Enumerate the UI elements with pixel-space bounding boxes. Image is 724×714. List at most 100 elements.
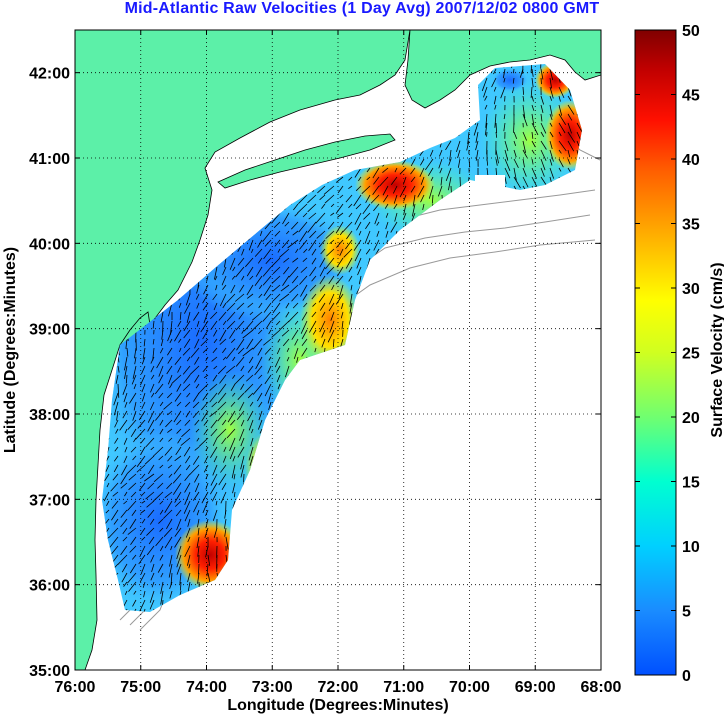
- velocity-arrow: [185, 527, 191, 538]
- velocity-arrow: [177, 437, 182, 444]
- velocity-arrow: [549, 167, 555, 179]
- velocity-arrow: [522, 113, 528, 127]
- velocity-arrow: [319, 221, 326, 227]
- velocity-arrow: [169, 590, 173, 599]
- velocity-arrow: [237, 392, 245, 400]
- velocity-arrow: [133, 401, 137, 411]
- velocity-arrow: [187, 554, 191, 566]
- y-axis: 35:00 36:00 37:00 38:00 39:00 40:00 41:00 42:00: [29, 66, 601, 680]
- velocity-arrow: [440, 176, 443, 186]
- velocity-arrow: [232, 356, 236, 362]
- velocity-arrow: [289, 284, 299, 294]
- velocity-arrow: [196, 536, 200, 549]
- velocity-arrow: [124, 491, 128, 497]
- velocity-arrow: [335, 275, 344, 285]
- x-tick-label: 68:00: [581, 679, 622, 696]
- velocity-arrow: [240, 437, 245, 447]
- velocity-arrow: [128, 482, 137, 491]
- velocity-arrow: [271, 275, 281, 284]
- velocity-arrow: [549, 140, 553, 150]
- velocity-arrow: [540, 113, 543, 122]
- velocity-arrow: [182, 383, 191, 392]
- velocity-arrow: [140, 446, 146, 455]
- velocity-arrow: [174, 491, 182, 503]
- velocity-arrow: [202, 293, 209, 304]
- velocity-arrow: [419, 167, 425, 178]
- colorbar-label: Surface Velocity (cm/s): [709, 262, 724, 437]
- velocity-arrow: [150, 572, 155, 581]
- velocity-arrow: [274, 239, 281, 247]
- velocity-arrow: [530, 64, 533, 73]
- velocity-arrow: [311, 293, 317, 300]
- velocity-arrow: [390, 176, 398, 186]
- velocity-arrow: [146, 500, 155, 508]
- velocity-arrow: [403, 194, 407, 202]
- velocity-arrow: [309, 284, 317, 292]
- velocity-arrow: [549, 122, 553, 127]
- velocity-arrow: [214, 275, 218, 281]
- velocity-arrow: [237, 257, 245, 266]
- y-tick-label: 35:00: [29, 663, 70, 680]
- velocity-arrow: [531, 68, 534, 77]
- velocity-arrow: [317, 185, 326, 194]
- velocity-arrow: [155, 536, 164, 547]
- velocity-arrow: [311, 248, 317, 256]
- velocity-arrow: [171, 374, 182, 384]
- velocity-arrow: [372, 185, 380, 195]
- velocity-arrow: [449, 149, 452, 161]
- velocity-arrow: [136, 455, 146, 468]
- velocity-arrow: [271, 329, 281, 338]
- colorbar-tick-label: 15: [682, 475, 700, 492]
- velocity-arrow: [356, 257, 362, 269]
- velocity-arrow: [531, 167, 537, 179]
- velocity-arrow: [394, 167, 398, 173]
- velocity-arrow: [531, 149, 535, 154]
- velocity-arrow: [549, 149, 554, 162]
- velocity-arrow: [197, 383, 209, 395]
- velocity-arrow: [299, 239, 308, 250]
- velocity-arrow: [213, 302, 218, 311]
- velocity-arrow: [504, 167, 511, 179]
- velocity-arrow: [258, 374, 263, 379]
- velocity-arrow: [176, 518, 182, 531]
- velocity-arrow: [148, 536, 155, 545]
- velocity-arrow: [205, 509, 209, 517]
- velocity-arrow: [159, 545, 164, 552]
- velocity-arrow: [139, 545, 146, 558]
- velocity-arrow: [294, 320, 299, 325]
- velocity-arrow: [531, 158, 534, 165]
- velocity-arrow: [513, 131, 518, 140]
- velocity-arrow: [180, 581, 182, 591]
- velocity-arrow: [127, 527, 137, 535]
- velocity-arrow: [196, 284, 200, 294]
- velocity-arrow: [319, 257, 326, 268]
- velocity-arrow: [106, 500, 110, 507]
- velocity-arrow: [294, 212, 299, 217]
- velocity-arrow: [129, 563, 137, 574]
- velocity-arrow: [335, 293, 344, 305]
- velocity-arrow: [403, 203, 407, 215]
- velocity-arrow: [410, 176, 416, 183]
- velocity-arrow: [121, 563, 128, 573]
- velocity-arrow: [212, 293, 218, 301]
- velocity-arrow: [182, 347, 191, 356]
- velocity-arrow: [348, 185, 353, 190]
- velocity-arrow: [186, 311, 191, 324]
- x-tick-label: 69:00: [515, 679, 556, 696]
- velocity-arrow: [367, 239, 371, 245]
- velocity-arrow: [159, 401, 164, 407]
- velocity-arrow: [303, 248, 308, 253]
- velocity-arrow: [232, 500, 236, 509]
- velocity-arrow: [263, 302, 272, 313]
- velocity-arrow: [127, 572, 137, 584]
- velocity-arrow: [323, 185, 335, 195]
- velocity-arrow: [262, 275, 272, 286]
- velocity-arrow: [264, 347, 272, 355]
- velocity-arrow: [307, 221, 317, 233]
- velocity-arrow: [194, 482, 200, 493]
- velocity-arrow: [374, 212, 380, 225]
- map-title: Mid-Atlantic Raw Velocities (1 Day Avg) …: [124, 0, 600, 17]
- velocity-arrow: [150, 554, 155, 563]
- velocity-arrow: [267, 365, 272, 374]
- velocity-arrow: [203, 374, 209, 379]
